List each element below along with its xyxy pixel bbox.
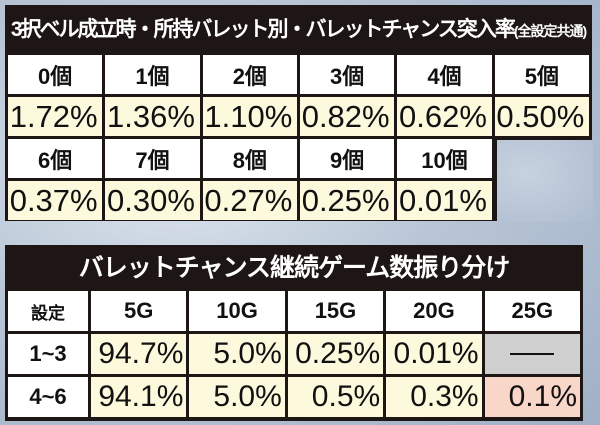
title-text: 3択ベル成立時・所持バレット別・バレットチャンス突入率 <box>10 18 516 41</box>
games-header: 5G <box>91 291 187 331</box>
bullet-count-header: 2個 <box>202 55 297 94</box>
games-header: 25G <box>484 291 580 331</box>
entry-rate-value: 0.25% <box>300 181 395 220</box>
bullet-count-header: 6個 <box>8 139 103 178</box>
ratio-value: 0.5% <box>287 377 384 417</box>
ratio-value: 0.3% <box>386 377 482 417</box>
dash-mark <box>510 353 555 355</box>
setting-label: 1~3 <box>8 334 88 374</box>
entry-rate-value: 0.82% <box>300 97 395 136</box>
bullet-count-header: 7個 <box>105 139 200 178</box>
bullet-count-header: 1個 <box>105 55 200 94</box>
bullet-count-header: 0個 <box>8 55 103 94</box>
entry-rate-value: 0.50% <box>494 97 589 136</box>
entry-rate-value: 0.62% <box>397 97 492 136</box>
entry-rate-value: 1.72% <box>8 97 103 136</box>
ratio-value-highlight: 0.1% <box>484 377 580 417</box>
games-header: 20G <box>386 291 482 331</box>
entry-rate-value: 0.27% <box>202 181 297 220</box>
entry-rate-value: 0.37% <box>8 181 103 220</box>
games-header: 10G <box>189 291 285 331</box>
entry-rate-value: 0.30% <box>105 181 200 220</box>
bullet-count-header: 4個 <box>397 55 492 94</box>
bullet-count-header: 3個 <box>300 55 395 94</box>
entry-rate-value: 1.10% <box>202 97 297 136</box>
continuation-games-table: バレットチャンス継続ゲーム数振り分け 設定 5G 10G 15G 20G 25G… <box>5 245 583 421</box>
ratio-value-none: — <box>484 334 580 374</box>
setting-header: 設定 <box>8 291 88 331</box>
ratio-value: 0.25% <box>287 334 384 374</box>
entry-rate-title: 3択ベル成立時・所持バレット別・バレットチャンス突入率(全設定共通) <box>5 5 592 55</box>
ratio-value: 94.7% <box>91 334 187 374</box>
continuation-title: バレットチャンス継続ゲーム数振り分け <box>78 254 511 282</box>
ratio-value: 5.0% <box>189 334 285 374</box>
title-note: (全設定共通) <box>513 23 587 39</box>
entry-rate-table: 3択ベル成立時・所持バレット別・バレットチャンス突入率(全設定共通) 0個 1個… <box>5 5 592 221</box>
bullet-count-header: 9個 <box>300 139 395 178</box>
ratio-value: 0.01% <box>386 334 482 374</box>
bullet-count-header: 8個 <box>202 139 297 178</box>
background-patch <box>497 140 593 222</box>
entry-rate-value: 1.36% <box>105 97 200 136</box>
entry-rate-value: 0.01% <box>397 181 492 220</box>
ratio-value: 94.1% <box>91 377 187 417</box>
ratio-value: 5.0% <box>189 377 285 417</box>
setting-label: 4~6 <box>8 377 88 417</box>
bullet-count-header: 5個 <box>494 55 589 94</box>
games-header: 15G <box>287 291 384 331</box>
bullet-count-header: 10個 <box>397 139 492 178</box>
